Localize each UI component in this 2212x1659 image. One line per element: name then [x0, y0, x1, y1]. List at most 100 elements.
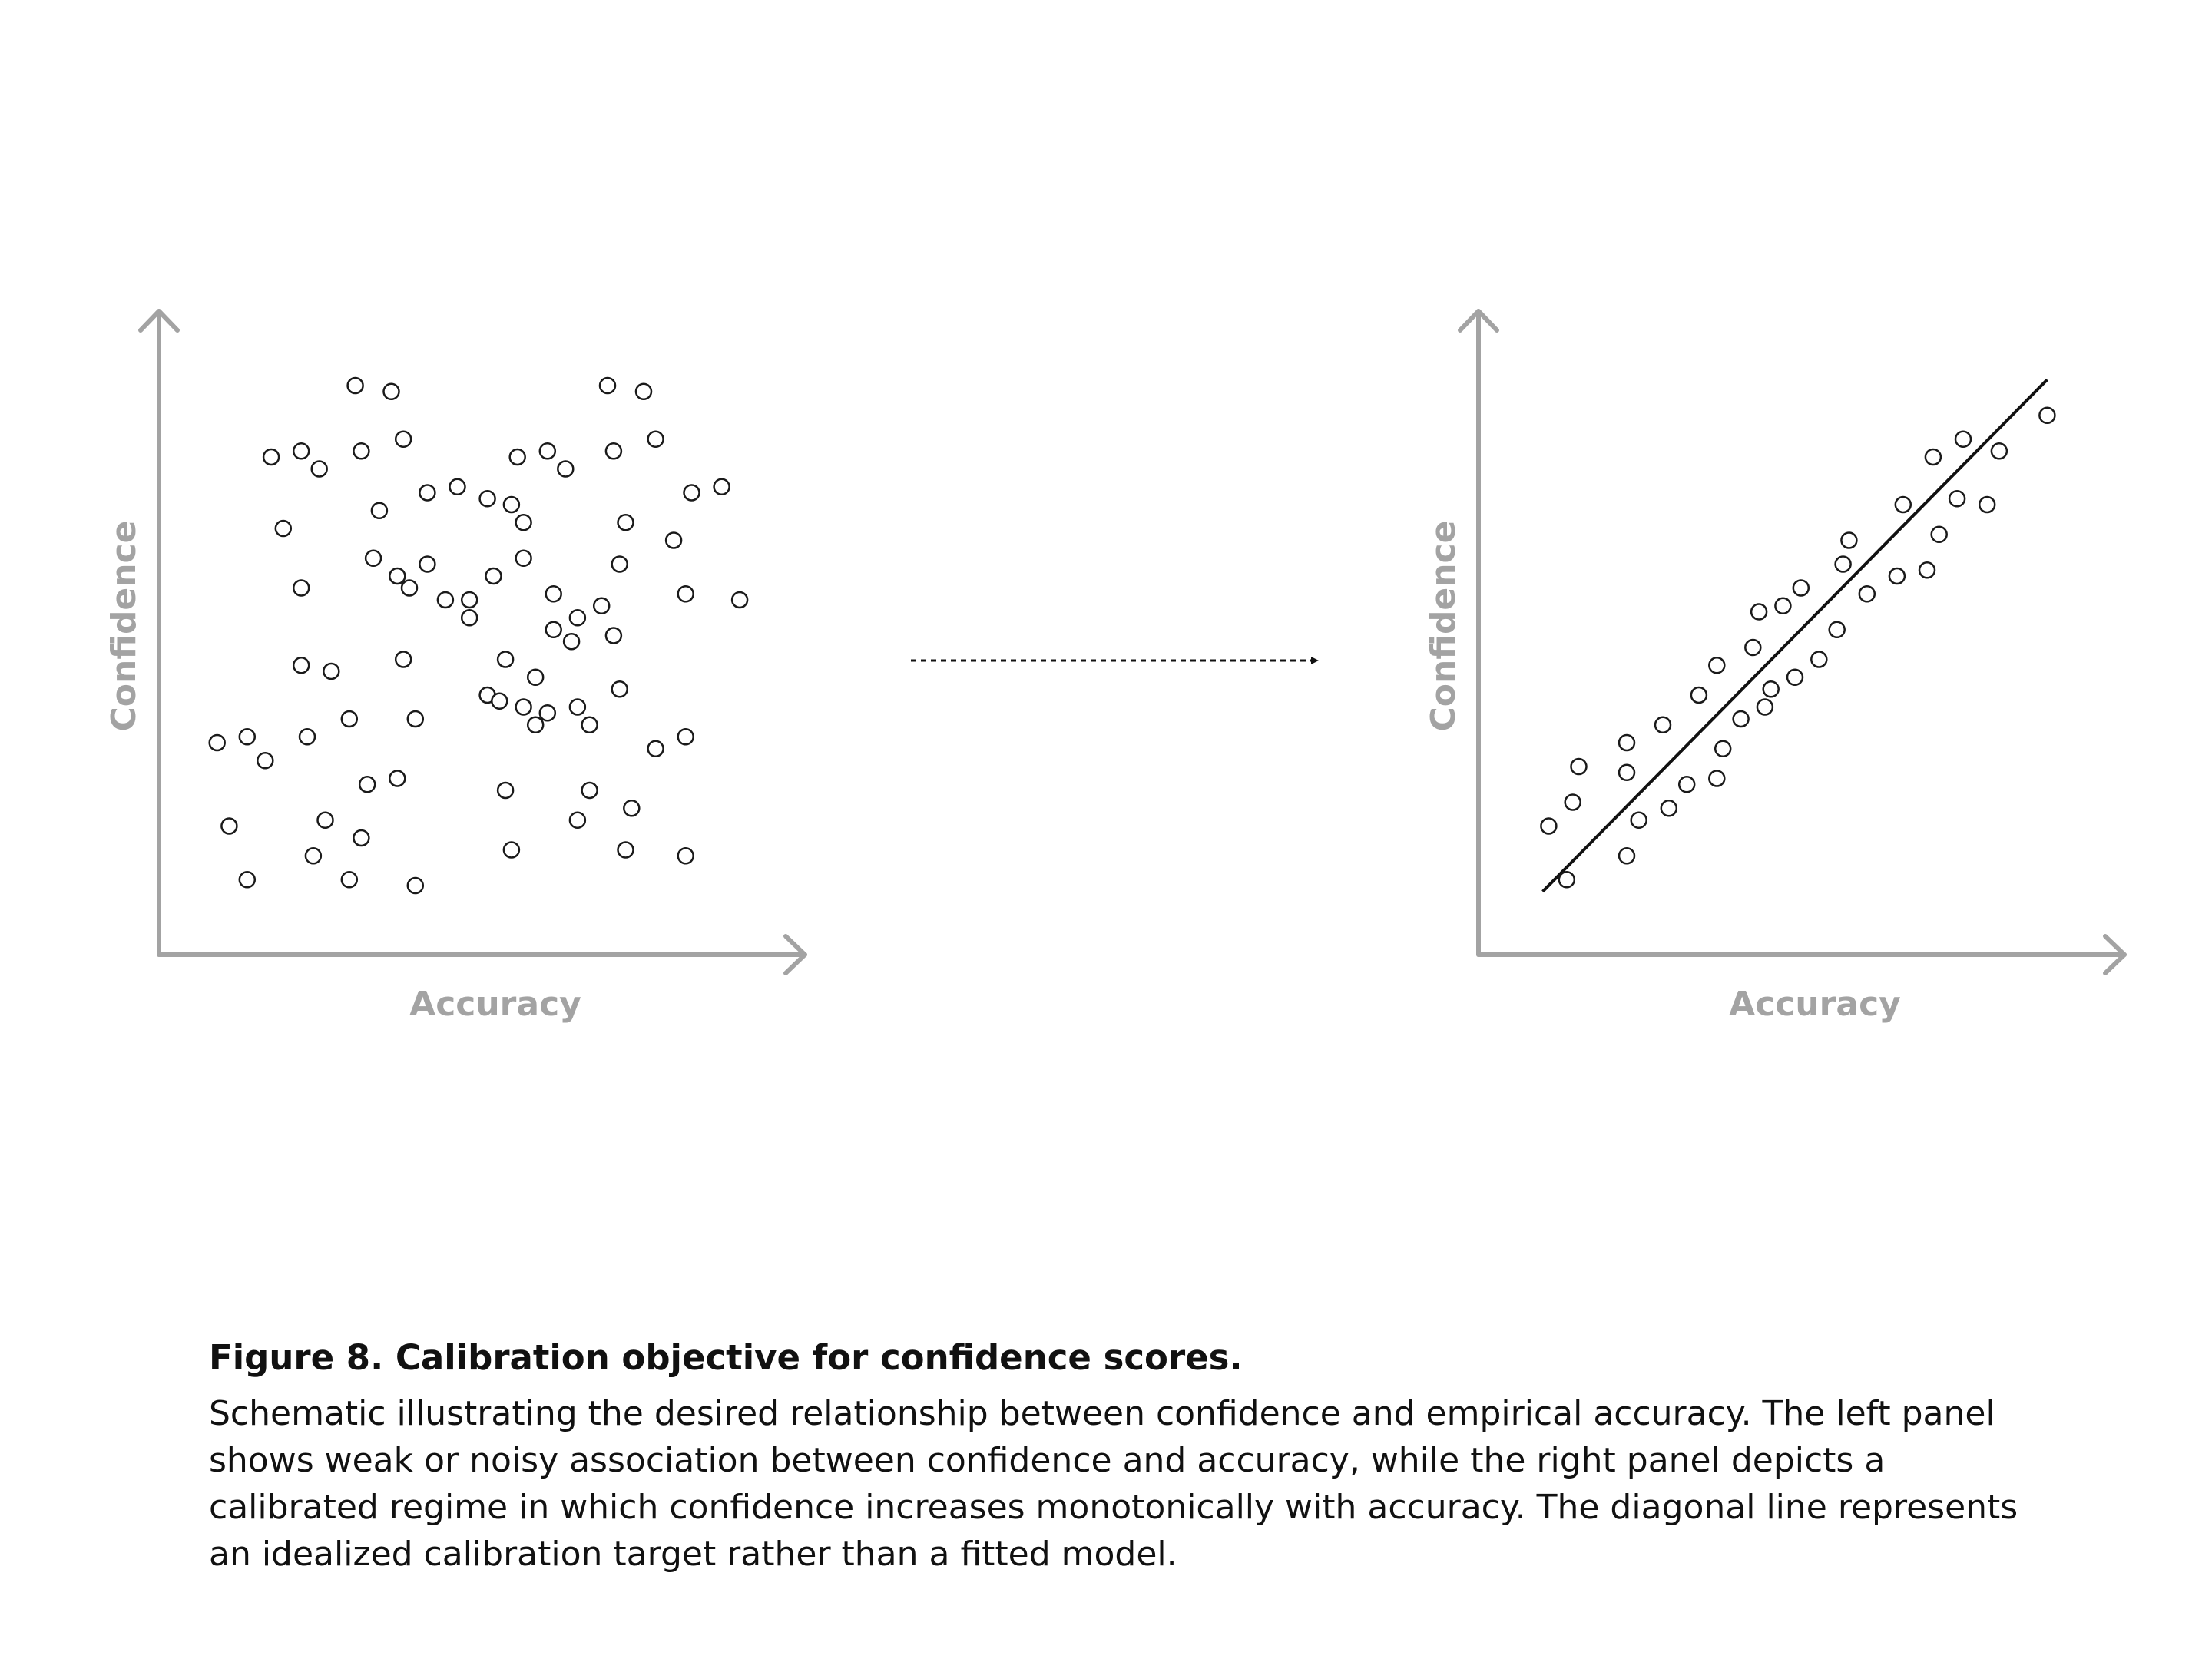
scatter-point: [358, 776, 376, 793]
scatter-point: [485, 567, 502, 585]
left-x-axis-label: Accuracy: [409, 985, 581, 1024]
scatter-point: [1762, 680, 1780, 698]
scatter-point: [1990, 442, 2008, 460]
scatter-point: [647, 430, 664, 449]
scatter-point: [304, 847, 323, 865]
scatter-point: [262, 448, 280, 466]
scatter-point: [1750, 603, 1768, 621]
right-y-axis-label: Confidence: [1424, 520, 1463, 731]
scatter-point: [611, 680, 628, 698]
scatter-point: [598, 376, 617, 395]
scatter-point: [292, 657, 310, 674]
scatter-point: [581, 716, 598, 734]
scatter-point: [1677, 776, 1696, 793]
scatter-point: [664, 531, 683, 549]
left-scatter-points: [208, 376, 749, 895]
calibration-target-line: [1541, 378, 2048, 893]
scatter-point: [460, 609, 478, 627]
scatter-point: [394, 430, 412, 449]
scatter-point: [1834, 555, 1852, 573]
scatter-point: [1888, 567, 1906, 585]
scatter-point: [1654, 716, 1672, 734]
scatter-point: [220, 817, 238, 835]
scatter-point: [502, 495, 521, 514]
right-x-axis-label: Accuracy: [1729, 985, 1901, 1024]
scatter-point: [502, 841, 521, 859]
scatter-point: [1618, 847, 1636, 865]
scatter-point: [1732, 710, 1750, 728]
scatter-point: [683, 484, 700, 502]
scatter-point: [1948, 490, 1966, 508]
scatter-point: [353, 442, 370, 460]
scatter-point: [1708, 770, 1726, 787]
scatter-point: [1954, 430, 1972, 449]
scatter-point: [1918, 561, 1936, 579]
scatter-point: [406, 876, 425, 895]
scatter-point: [634, 382, 653, 401]
left-y-axis-label: Confidence: [104, 520, 144, 731]
scatter-point: [496, 651, 515, 668]
caption-title: Figure 8. Calibration objective for conf…: [209, 1337, 1243, 1378]
scatter-point: [538, 704, 557, 722]
scatter-point: [647, 740, 664, 758]
scatter-point: [419, 484, 436, 502]
scatter-point: [370, 502, 389, 520]
scatter-point: [1774, 597, 1792, 615]
scatter-point: [406, 710, 425, 728]
scatter-point: [274, 519, 293, 538]
scatter-point: [364, 549, 382, 568]
scatter-point: [1540, 817, 1558, 835]
scatter-point: [1630, 811, 1647, 830]
scatter-point: [394, 651, 412, 668]
scatter-point: [526, 668, 545, 687]
scatter-point: [617, 841, 634, 859]
scatter-point: [730, 591, 749, 609]
scatter-point: [496, 781, 515, 800]
scatter-point: [491, 692, 508, 710]
scatter-point: [436, 591, 455, 609]
scatter-point: [419, 555, 436, 573]
scatter-point: [1744, 638, 1762, 657]
right-panel-calibrated: Accuracy Confidence: [1424, 309, 2127, 1024]
scatter-point: [389, 770, 406, 787]
scatter-point: [677, 728, 694, 746]
scatter-point: [1714, 740, 1732, 758]
scatter-point: [581, 781, 598, 800]
scatter-point: [1618, 733, 1636, 752]
right-x-axis-arrowhead: [2103, 934, 2127, 975]
scatter-point: [526, 716, 545, 734]
scatter-point: [238, 871, 257, 889]
scatter-point: [1660, 800, 1678, 817]
scatter-point: [1894, 495, 1912, 514]
scatter-point: [1690, 686, 1708, 704]
scatter-point: [604, 442, 623, 460]
scatter-point: [323, 662, 340, 680]
scatter-point: [292, 579, 310, 597]
left-panel-uncalibrated: Accuracy Confidence: [104, 309, 807, 1024]
scatter-point: [1792, 579, 1810, 597]
right-y-axis-arrowhead: [1458, 309, 1499, 333]
scatter-point: [1570, 757, 1588, 776]
scatter-point: [515, 549, 532, 568]
scatter-point: [713, 478, 730, 496]
scatter-point: [389, 567, 406, 585]
scatter-point: [449, 478, 466, 496]
scatter-point: [208, 733, 226, 752]
scatter-point: [353, 829, 370, 847]
scatter-point: [1810, 651, 1828, 668]
scatter-point: [515, 514, 532, 531]
scatter-point: [346, 376, 364, 395]
scatter-point: [623, 800, 641, 817]
scatter-point: [478, 490, 496, 508]
scatter-point: [677, 585, 694, 603]
scatter-point: [617, 514, 634, 531]
scatter-point: [604, 627, 623, 644]
scatter-point: [611, 555, 628, 573]
scatter-point: [2038, 406, 2056, 425]
scatter-point: [1858, 585, 1876, 603]
scatter-point: [1786, 668, 1804, 687]
scatter-point: [568, 811, 587, 830]
scatter-point: [592, 597, 611, 615]
scatter-point: [1558, 871, 1576, 889]
scatter-point: [677, 847, 694, 865]
